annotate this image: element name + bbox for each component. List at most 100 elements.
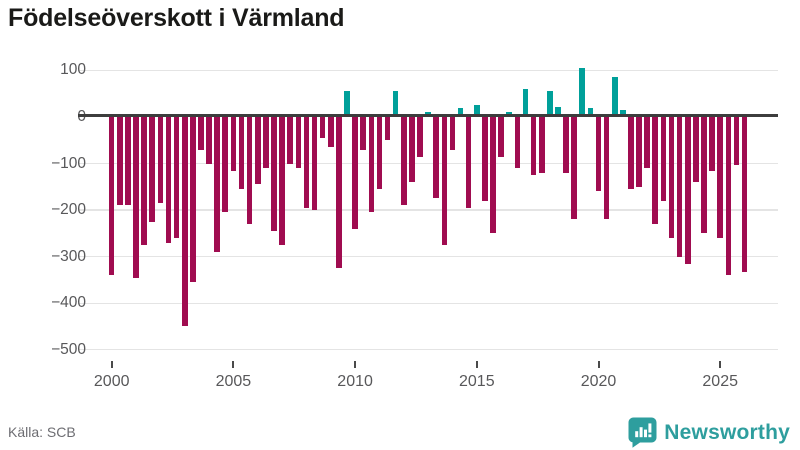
bar	[173, 117, 180, 239]
bar	[490, 117, 496, 234]
bar	[117, 117, 123, 206]
bar	[295, 117, 302, 169]
bar	[620, 110, 626, 117]
bar	[409, 117, 415, 183]
bar	[652, 117, 659, 225]
bar	[368, 117, 375, 213]
bar	[279, 117, 285, 245]
y-tick-label: −400	[51, 294, 86, 312]
bar	[684, 117, 691, 264]
bar	[555, 106, 561, 117]
bar	[238, 117, 245, 190]
bar	[108, 117, 115, 276]
bar	[668, 117, 675, 239]
gridline	[78, 302, 778, 304]
y-tick-label: −300	[51, 247, 86, 265]
bar	[327, 117, 334, 148]
bar	[344, 91, 350, 117]
bar	[465, 117, 472, 208]
y-tick-label: 100	[60, 61, 86, 79]
bar	[181, 117, 188, 327]
bar	[352, 117, 358, 229]
gridline	[78, 349, 778, 351]
bar	[311, 117, 318, 211]
bar	[441, 117, 448, 245]
gridline	[78, 209, 778, 211]
newsworthy-wordmark: Newsworthy	[664, 420, 790, 444]
bar	[709, 117, 715, 172]
bar	[271, 117, 277, 232]
bar	[400, 117, 407, 206]
bar	[392, 91, 399, 117]
bar	[319, 117, 326, 138]
bar	[498, 117, 504, 157]
bar	[717, 117, 723, 238]
bar	[538, 117, 545, 173]
bar	[693, 117, 699, 183]
bar	[263, 117, 269, 169]
bar	[741, 117, 748, 272]
bar	[206, 117, 212, 164]
bar	[457, 107, 464, 117]
x-tick-label: 2000	[93, 373, 130, 390]
y-tick-label: −100	[51, 154, 86, 172]
x-tick-label: 2020	[580, 373, 617, 390]
bar	[133, 117, 139, 278]
x-tick-mark	[354, 361, 357, 368]
bar	[482, 117, 488, 201]
bar	[595, 117, 602, 192]
chart-title: Födelseöverskott i Värmland	[8, 4, 345, 32]
bar	[571, 117, 577, 220]
bar	[165, 117, 172, 243]
bar	[157, 117, 164, 204]
bar	[417, 117, 423, 157]
gridline	[78, 255, 778, 258]
bar	[125, 117, 131, 206]
bar	[230, 117, 237, 171]
gridline	[78, 69, 778, 72]
x-tick-mark	[475, 361, 478, 368]
x-tick-mark	[597, 361, 600, 368]
bar	[149, 117, 156, 222]
bar	[336, 117, 342, 269]
bar	[628, 117, 634, 190]
bar	[644, 117, 650, 169]
y-tick-label: −500	[51, 340, 86, 358]
x-tick-label: 2005	[215, 373, 252, 390]
x-tick-mark	[110, 361, 113, 368]
bar	[376, 117, 383, 190]
x-tick-label: 2015	[459, 373, 495, 390]
bar	[222, 117, 229, 213]
bar	[287, 117, 293, 164]
bar	[587, 107, 594, 117]
bar	[603, 117, 610, 220]
bar	[384, 117, 391, 141]
bar	[254, 117, 261, 185]
bar	[636, 117, 642, 187]
zero-axis-line	[78, 114, 778, 117]
bar	[190, 117, 196, 283]
bar	[579, 68, 586, 117]
bar	[214, 117, 220, 252]
bar	[198, 117, 204, 150]
y-tick-label: −200	[51, 201, 86, 219]
bar	[547, 91, 553, 117]
x-tick-mark	[232, 361, 235, 368]
newsworthy-speech-bubble-barchart-icon	[628, 417, 657, 448]
bar	[563, 117, 569, 173]
bar	[303, 117, 310, 208]
source-caption: Källa: SCB	[8, 424, 76, 440]
bar	[449, 117, 456, 150]
bar	[530, 117, 537, 176]
bar	[522, 89, 529, 117]
newsworthy-logo[interactable]: Newsworthy	[628, 417, 790, 448]
x-tick-mark	[719, 361, 722, 368]
x-tick-label: 2010	[337, 373, 373, 390]
bar	[660, 117, 667, 201]
gridline	[78, 162, 778, 165]
bar	[733, 117, 740, 165]
bar	[141, 117, 147, 245]
bar	[701, 117, 707, 234]
